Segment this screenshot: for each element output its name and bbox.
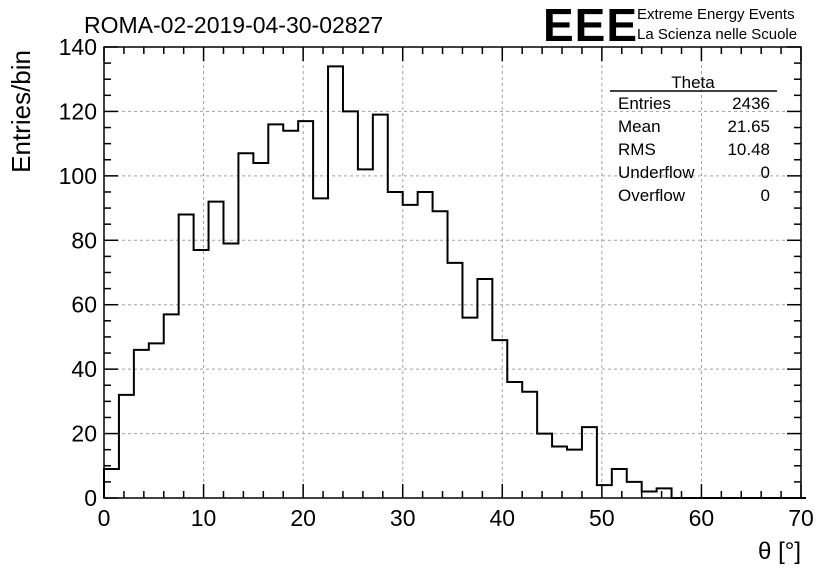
x-tick-label: 60 [689,505,715,531]
x-tick-label: 70 [788,505,814,531]
stats-value: 0 [761,163,770,182]
y-tick-label: 140 [59,34,97,60]
x-tick-label: 50 [589,505,615,531]
x-tick-labels: 0 10 20 30 40 50 60 70 [98,505,814,531]
plot-frame [103,46,802,499]
stats-value: 0 [761,186,770,205]
stats-label: Entries [618,94,671,113]
stats-box: Theta Entries 2436 Mean 21.65 RMS 10.48 Underf… [610,73,777,205]
y-tick-label: 40 [71,356,97,382]
logo-line-1: Extreme Energy Events [637,6,795,23]
chart-title: ROMA-02-2019-04-30-02827 [84,12,383,38]
histogram-series [103,65,806,499]
y-axis-label: Entries/bin [6,50,36,173]
y-tick-label: 100 [59,163,97,189]
y-tick-label: 80 [71,227,97,253]
stats-label: Underflow [618,163,695,182]
x-tick-label: 10 [191,505,217,531]
eee-logo-mark: EEE [543,0,638,51]
stats-label: Overflow [618,186,686,205]
x-axis-label: θ [°] [758,538,801,565]
stats-value: 21.65 [727,117,770,136]
axis-ticks [103,46,802,499]
x-tick-label: 40 [489,505,515,531]
stats-title: Theta [671,73,715,92]
stats-value: 2436 [732,94,770,113]
y-tick-label: 20 [71,421,97,447]
y-tick-label: 60 [71,292,97,318]
grid-lines [104,47,801,498]
y-tick-label: 120 [59,98,97,124]
stats-value: 10.48 [727,140,770,159]
y-tick-label: 0 [84,485,97,511]
logo-line-2: La Scienza nelle Scuole [637,26,797,43]
y-tick-labels: 0 20 40 60 80 100 120 140 [59,34,97,511]
x-tick-label: 20 [290,505,316,531]
x-tick-label: 30 [390,505,416,531]
stats-label: RMS [618,140,656,159]
eee-logo: EEE Extreme Energy Events La Scienza nel… [543,0,797,51]
stats-rows: Entries 2436 Mean 21.65 RMS 10.48 Underflow 0 Ov… [618,94,770,205]
x-tick-label: 0 [98,505,111,531]
stats-label: Mean [618,117,661,136]
